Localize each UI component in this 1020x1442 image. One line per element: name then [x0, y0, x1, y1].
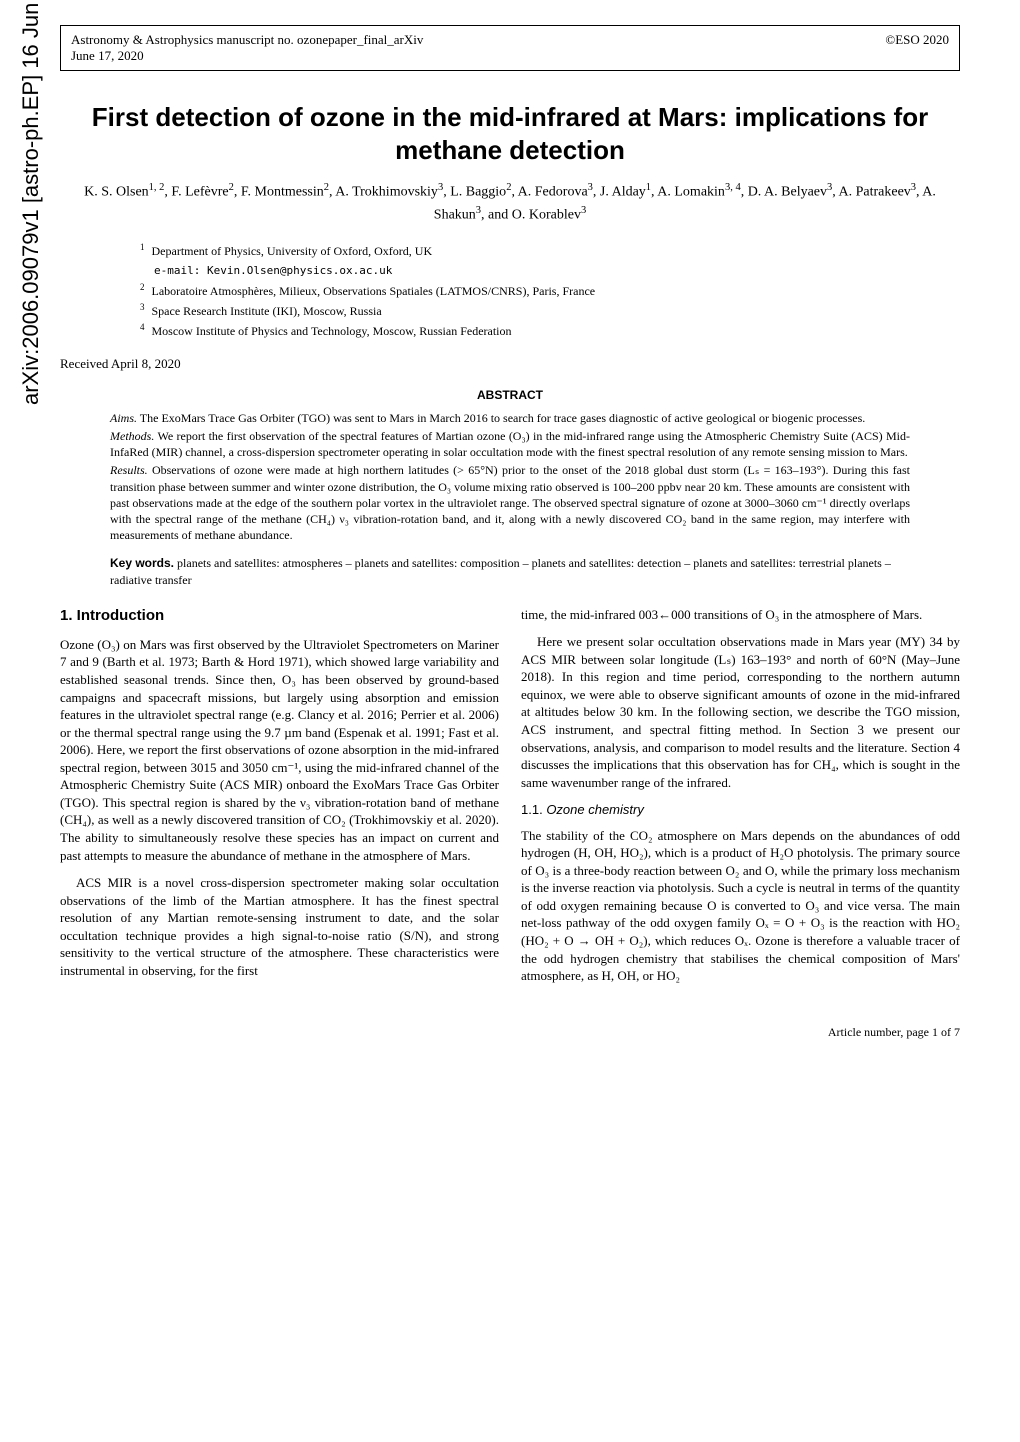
header-right: ©ESO 2020	[885, 32, 949, 64]
abstract-heading: ABSTRACT	[0, 388, 1020, 402]
affiliation-item: 4 Moscow Institute of Physics and Techno…	[140, 321, 960, 340]
keywords-text: planets and satellites: atmospheres – pl…	[110, 556, 891, 586]
received-date: Received April 8, 2020	[60, 356, 960, 372]
affiliation-item: 2 Laboratoire Atmosphères, Milieux, Obse…	[140, 281, 960, 300]
intro-p3: time, the mid-infrared 003←000 transitio…	[521, 606, 960, 624]
subsec-title: Ozone chemistry	[546, 802, 644, 817]
ozone-chem-p1: The stability of the CO₂ atmosphere on M…	[521, 827, 960, 985]
results-label: Results.	[110, 463, 148, 477]
paper-title: First detection of ozone in the mid-infr…	[60, 101, 960, 166]
affiliation-item: 1 Department of Physics, University of O…	[140, 241, 960, 260]
header-left: Astronomy & Astrophysics manuscript no. …	[71, 32, 423, 64]
arxiv-banner: arXiv:2006.09079v1 [astro-ph.EP] 16 Jun …	[18, 0, 44, 405]
section-1-heading: 1. Introduction	[60, 606, 499, 626]
page-footer: Article number, page 1 of 7	[0, 1025, 960, 1040]
intro-p2: ACS MIR is a novel cross-dispersion spec…	[60, 874, 499, 979]
abstract-body: Aims. The ExoMars Trace Gas Orbiter (TGO…	[110, 410, 910, 544]
intro-p1: Ozone (O₃) on Mars was first observed by…	[60, 636, 499, 864]
left-column: 1. Introduction Ozone (O₃) on Mars was f…	[60, 606, 499, 995]
affiliation-list: 1 Department of Physics, University of O…	[140, 241, 960, 340]
keywords-label: Key words.	[110, 556, 174, 570]
aims-text: The ExoMars Trace Gas Orbiter (TGO) was …	[140, 411, 865, 425]
keywords: Key words. planets and satellites: atmos…	[110, 555, 910, 587]
two-column-body: 1. Introduction Ozone (O₃) on Mars was f…	[60, 606, 960, 995]
subsec-num: 1.1.	[521, 802, 543, 817]
right-column: time, the mid-infrared 003←000 transitio…	[521, 606, 960, 995]
header-box: Astronomy & Astrophysics manuscript no. …	[60, 25, 960, 71]
affiliation-item: 3 Space Research Institute (IKI), Moscow…	[140, 301, 960, 320]
author-list: K. S. Olsen1, 2, F. Lefèvre2, F. Montmes…	[60, 180, 960, 225]
section-1-1-heading: 1.1. Ozone chemistry	[521, 801, 960, 819]
journal-line1: Astronomy & Astrophysics manuscript no. …	[71, 32, 423, 48]
aims-label: Aims.	[110, 411, 137, 425]
results-text: Observations of ozone were made at high …	[110, 463, 910, 542]
journal-line2: June 17, 2020	[71, 48, 423, 64]
methods-label: Methods.	[110, 429, 154, 443]
intro-p4: Here we present solar occultation observ…	[521, 633, 960, 791]
affiliation-item: e-mail: Kevin.Olsen@physics.ox.ac.uk	[140, 261, 960, 280]
methods-text: We report the first observation of the s…	[110, 429, 910, 459]
